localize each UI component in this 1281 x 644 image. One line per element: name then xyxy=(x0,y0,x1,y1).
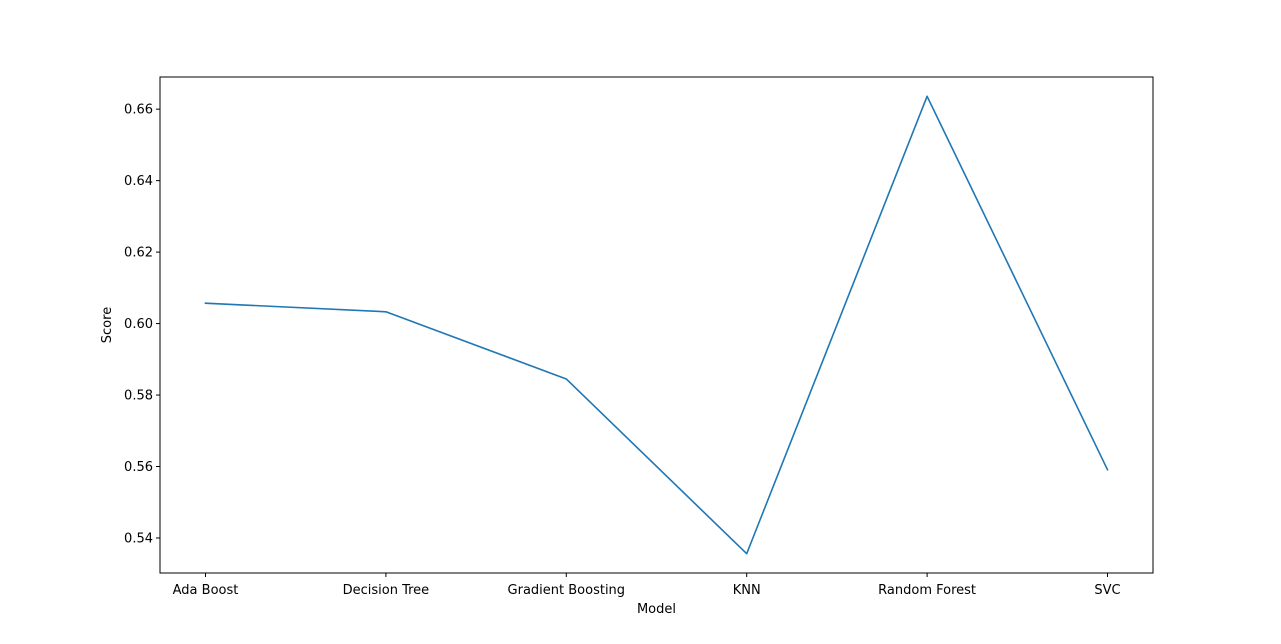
plot-area xyxy=(160,77,1153,573)
x-tick-label: Decision Tree xyxy=(343,583,430,598)
series-line xyxy=(204,95,1109,555)
x-tick-label: SVC xyxy=(1094,583,1120,598)
x-tick-label: Ada Boost xyxy=(173,583,239,598)
y-tick-label: 0.66 xyxy=(124,103,153,118)
x-tick-label: Gradient Boosting xyxy=(508,583,626,598)
plot-frame xyxy=(159,76,1154,574)
x-tick-label: KNN xyxy=(733,583,761,598)
y-tick-label: 0.56 xyxy=(124,460,153,475)
x-axis-label: Model xyxy=(637,602,676,617)
series-layer xyxy=(204,95,1109,555)
y-axis-label: Score xyxy=(100,307,115,343)
x-axis-ticks: Ada Boost Decision Tree Gradient Boosting K… xyxy=(173,573,1121,598)
x-tick-label: Random Forest xyxy=(878,583,976,598)
y-tick-label: 0.60 xyxy=(124,317,153,332)
y-tick-label: 0.54 xyxy=(124,531,153,546)
y-axis-ticks: 0.54 0.56 0.58 0.60 0.62 0.64 0.66 xyxy=(124,103,160,546)
y-tick-label: 0.64 xyxy=(124,174,153,189)
y-tick-label: 0.58 xyxy=(124,389,153,404)
y-tick-label: 0.62 xyxy=(124,246,153,261)
